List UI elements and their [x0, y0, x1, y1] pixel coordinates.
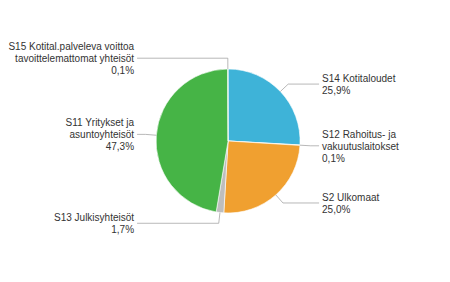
data-label: S14 Kotitaloudet25,9%	[322, 73, 396, 96]
leader-line	[280, 84, 319, 91]
category-label: S11 Yritykset jaasuntoyhteisöt	[66, 117, 135, 140]
data-label: S11 Yritykset jaasuntoyhteisöt47,3%	[66, 117, 135, 152]
category-label: S13 Julkisyhteisöt	[54, 212, 134, 223]
data-label: S13 Julkisyhteisöt1,7%	[54, 212, 134, 235]
label-line: S11 Yritykset ja	[66, 117, 135, 128]
leader-line	[137, 213, 220, 224]
category-label: S12 Rahoitus- javakuutuslaitokset	[322, 128, 399, 151]
value-label: 47,3%	[106, 141, 134, 152]
data-label: S2 Ulkomaat25,0%	[322, 191, 379, 214]
pie-slice	[156, 69, 228, 212]
category-label: S14 Kotitaloudet	[322, 73, 396, 84]
value-label: 25,9%	[322, 85, 350, 96]
label-line: vakuutuslaitokset	[322, 140, 399, 151]
label-line: S12 Rahoitus- ja	[322, 128, 396, 139]
pie-slice	[224, 141, 300, 213]
label-line: S14 Kotitaloudet	[322, 73, 396, 84]
leader-lines	[137, 58, 319, 223]
leader-line	[276, 195, 319, 203]
value-label: 0,1%	[322, 152, 345, 163]
label-line: S15 Kotital.palveleva voittoa	[8, 41, 134, 52]
data-label: S12 Rahoitus- javakuutuslaitokset0,1%	[322, 128, 399, 163]
pie-slice	[227, 69, 228, 141]
chart: S14 Kotitaloudet25,9% S12 Rahoitus- javak…	[0, 0, 450, 282]
pie-slice	[228, 69, 300, 145]
category-label: S15 Kotital.palveleva voittoatavoittelem…	[8, 41, 134, 64]
label-line: S2 Ulkomaat	[322, 191, 379, 202]
value-label: 25,0%	[322, 203, 350, 214]
label-line: S13 Julkisyhteisöt	[54, 212, 134, 223]
value-label: 1,7%	[111, 224, 134, 235]
category-label: S2 Ulkomaat	[322, 191, 379, 202]
label-line: tavoittelemattomat yhteisöt	[15, 53, 134, 64]
leader-line	[137, 134, 156, 136]
leader-line	[137, 58, 228, 69]
labels: S14 Kotitaloudet25,9% S12 Rahoitus- javak…	[8, 41, 399, 235]
label-line: asuntoyhteisöt	[70, 129, 135, 140]
data-label: S15 Kotital.palveleva voittoatavoittelem…	[8, 41, 134, 76]
value-label: 0,1%	[111, 65, 134, 76]
pie	[156, 69, 300, 213]
leader-line	[300, 145, 319, 147]
